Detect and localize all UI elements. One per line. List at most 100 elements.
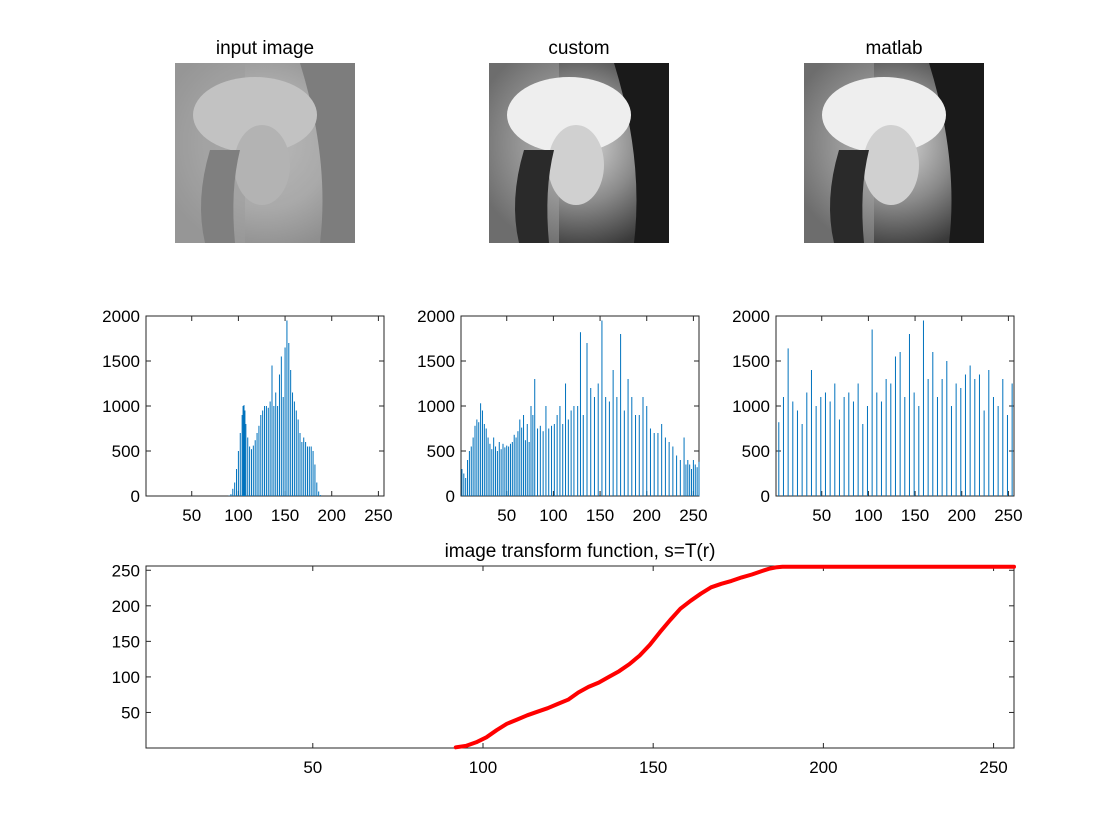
- hist-1-bar: [608, 401, 610, 496]
- hist-1-bar: [461, 469, 463, 496]
- hist-1-bar: [579, 332, 581, 496]
- hist-1-bar: [534, 379, 536, 496]
- hist-0-bar: [242, 406, 244, 496]
- hist-1-bar: [635, 415, 637, 496]
- histogram-matlab: 50 100 150 200 250 0 500 1000 1500 2000: [732, 307, 1022, 525]
- hist-1-bar: [476, 419, 478, 496]
- hist-0-bar: [262, 410, 264, 496]
- tf-xtick-label: 100: [469, 758, 497, 777]
- image-matlab: [804, 63, 984, 243]
- hist-1-bar: [565, 383, 567, 496]
- hist-1-bar: [676, 455, 678, 496]
- hist-0-ytick-label: 2000: [102, 307, 140, 326]
- tf-axes-box: [145, 565, 1015, 749]
- hist-0-bar: [258, 425, 260, 496]
- image-panel-matlab: matlab: [804, 38, 984, 243]
- hist-1-bar: [646, 406, 648, 496]
- hist-1-bar: [668, 442, 670, 496]
- hist-1-bar: [515, 437, 517, 496]
- hist-2-bar: [983, 410, 985, 496]
- hist-1-bar: [493, 437, 495, 496]
- hist-1-bar: [517, 431, 519, 496]
- histogram-input: 50 100 150 200 250 0 500 1000 1500 2000: [102, 307, 392, 525]
- hist-1-bar: [498, 442, 500, 496]
- hist-2-bar: [862, 424, 864, 496]
- hist-1-bar: [605, 397, 607, 496]
- hist-1-bar: [506, 445, 508, 496]
- hist-1-bar: [502, 443, 504, 496]
- hist-1-bar: [620, 334, 622, 496]
- hist-1-bar: [586, 343, 588, 496]
- hist-0-bar: [305, 442, 307, 496]
- hist-1-bar: [689, 464, 691, 496]
- hist-0-bar: [297, 419, 299, 496]
- hist-0-bar: [254, 440, 256, 496]
- hist-1-bar: [496, 451, 498, 496]
- hist-2-bar: [927, 379, 929, 496]
- hist-2-bar: [880, 401, 882, 496]
- hist-0-bar: [236, 469, 238, 496]
- hist-1-bar: [467, 460, 469, 496]
- hist-1-bar: [601, 320, 603, 496]
- hist-2-ytick-label: 1000: [732, 397, 770, 416]
- hist-1-bar: [593, 397, 595, 496]
- hist-0-bar: [306, 446, 308, 496]
- tf-ytick-label: 150: [112, 632, 140, 651]
- transform-curve-line: [453, 564, 1016, 750]
- hist-0-bar: [314, 464, 316, 496]
- hist-2-bar: [950, 406, 952, 496]
- hist-0-bar: [299, 433, 301, 496]
- hist-2-bar: [894, 356, 896, 496]
- hist-2-bar: [866, 406, 868, 496]
- hist-1-bar: [692, 460, 694, 496]
- hist-0-xtick-label: 150: [271, 506, 299, 525]
- hist-0-bar: [318, 491, 320, 496]
- hist-1-bar: [530, 406, 532, 496]
- hist-2-bar: [969, 365, 971, 496]
- hist-1-bar: [657, 433, 659, 496]
- hist-1-bar: [623, 410, 625, 496]
- hist-2-bar: [941, 379, 943, 496]
- hist-0-bar: [247, 437, 249, 496]
- hist-0-bar: [243, 405, 245, 496]
- hist-1-bar: [570, 410, 572, 496]
- hist-2-bar: [876, 392, 878, 496]
- hist-1-bar: [664, 437, 666, 496]
- hist-0-bar: [293, 401, 295, 496]
- hist-0-bar: [273, 406, 275, 496]
- hist-2-xtick-label: 250: [994, 506, 1022, 525]
- hist-1-bar: [642, 397, 644, 496]
- hist-0-bar: [252, 445, 254, 496]
- tf-xtick-label: 250: [979, 758, 1007, 777]
- hist-1-bar: [468, 451, 470, 496]
- hist-0-ytick-label: 0: [131, 487, 140, 506]
- hist-1-bar: [513, 434, 515, 496]
- hist-2-bar: [778, 422, 780, 496]
- hist-2-bar: [820, 397, 822, 496]
- hist-1-bar: [559, 406, 561, 496]
- hist-1-bar: [491, 449, 493, 496]
- hist-1-bar: [687, 460, 689, 496]
- hist-1-bar: [698, 461, 700, 496]
- hist-1-bar: [504, 447, 506, 496]
- hist-1-xtick-label: 50: [497, 506, 516, 525]
- hist-0-bar: [239, 433, 241, 496]
- hist-1-bar: [562, 424, 564, 496]
- hist-1-xtick-label: 150: [586, 506, 614, 525]
- hist-2-bar: [782, 397, 784, 496]
- hist-1-bar: [551, 425, 553, 496]
- hist-0-bar: [295, 410, 297, 496]
- hist-1-bar: [521, 427, 523, 496]
- hist-2-bar: [922, 320, 924, 496]
- hist-2-bar: [1002, 379, 1004, 496]
- hist-1-bar: [577, 406, 579, 496]
- hist-2-xtick-label: 50: [812, 506, 831, 525]
- hist-1-bar: [542, 431, 544, 496]
- hist-2-bar: [824, 392, 826, 496]
- hist-2-bar: [843, 397, 845, 496]
- hist-2-ytick-label: 1500: [732, 352, 770, 371]
- hist-2-bar: [946, 361, 948, 496]
- hist-2-bar: [932, 352, 934, 496]
- hist-0-bar: [290, 370, 292, 496]
